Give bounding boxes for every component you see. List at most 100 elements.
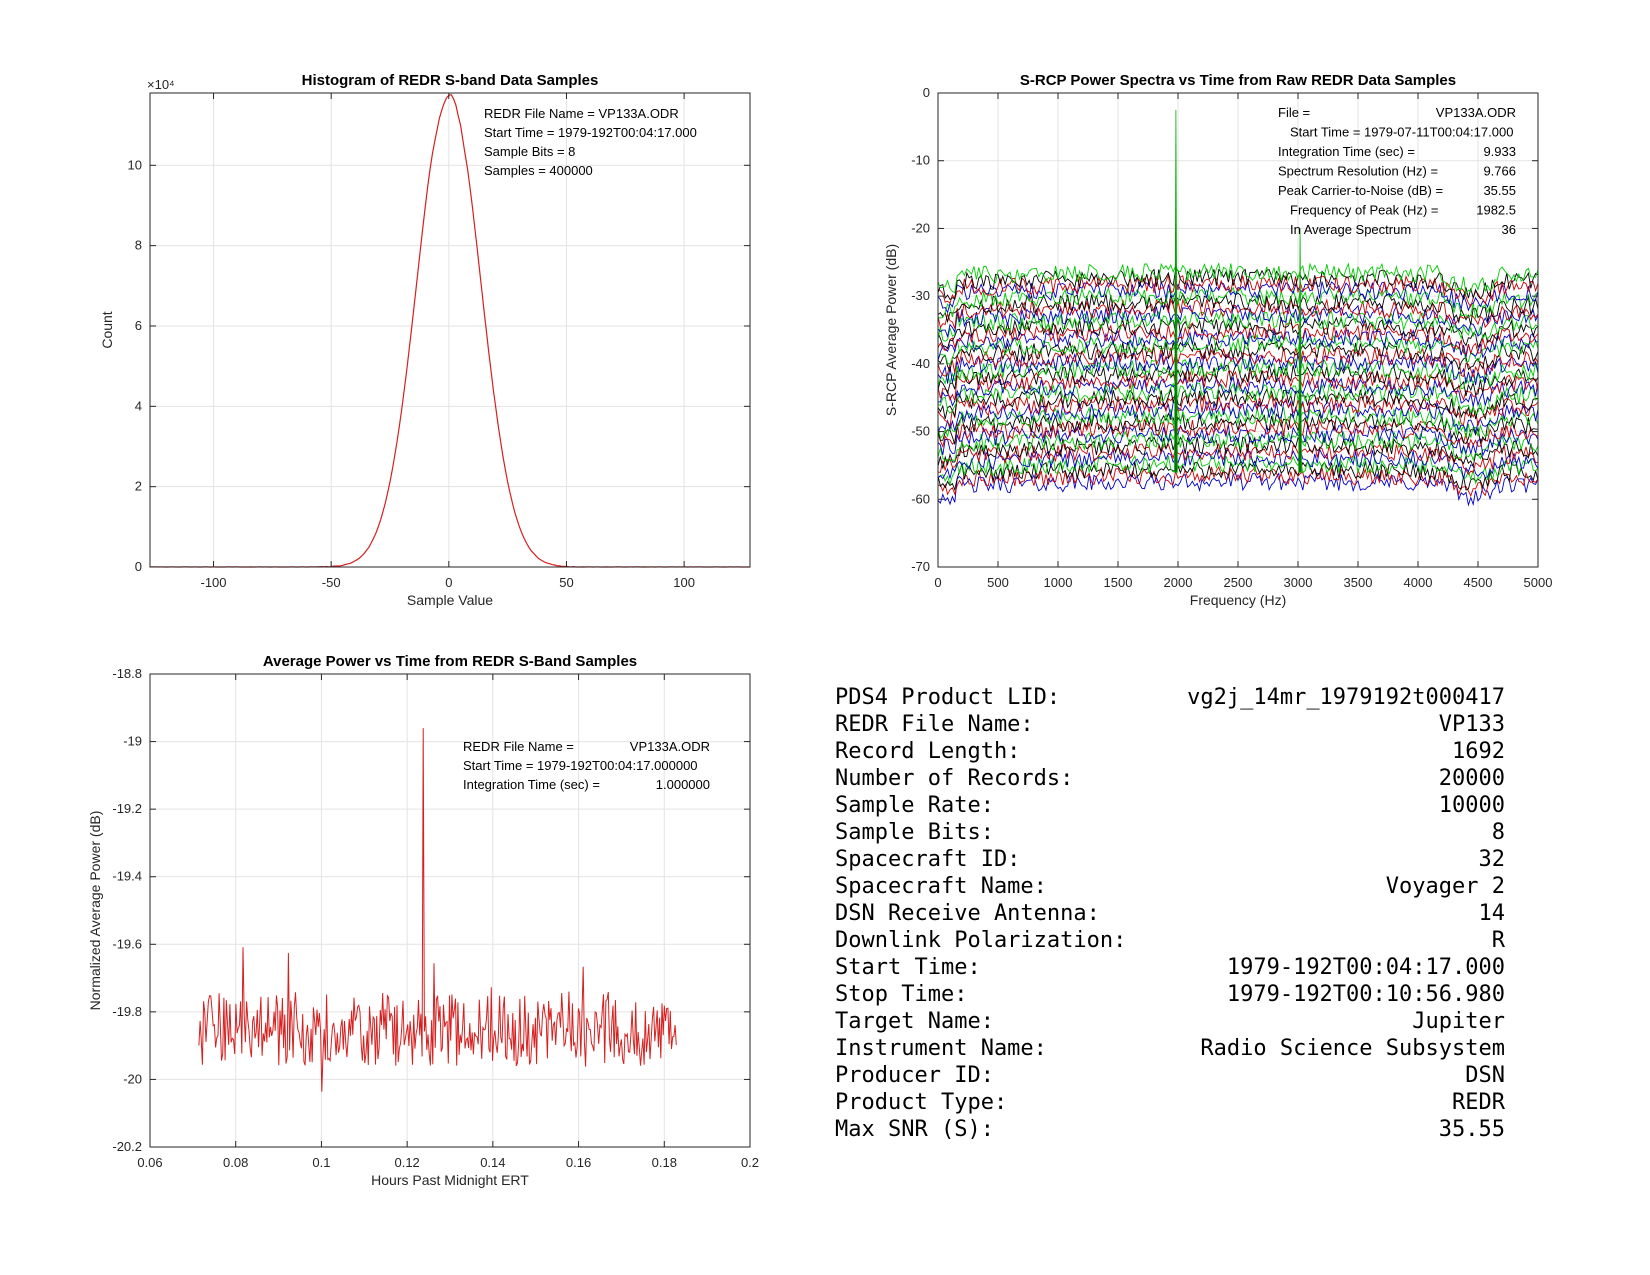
metadata-key: Record Length:: [835, 739, 1021, 764]
metadata-row: Product Type: REDR: [835, 1089, 1505, 1116]
metadata-row: Spacecraft ID: 32: [835, 846, 1505, 873]
spectrum-series-line: [937, 358, 1539, 390]
annotation-label: In Average Spectrum: [1290, 222, 1411, 237]
y-tick-label: 0: [923, 85, 930, 100]
metadata-row: Number of Records: 20000: [835, 765, 1505, 792]
y-tick-label: -19.6: [112, 936, 142, 951]
x-tick-label: 500: [987, 575, 1009, 590]
metadata-value: 10000: [1438, 793, 1505, 818]
y-tick-label: 2: [135, 479, 142, 494]
spectra-chart: 0 500 1000 1500 2000 2500 3000 3500 4000 4500 5000…: [883, 72, 1552, 608]
annotation-line: Samples = 400000: [484, 163, 593, 178]
metadata-key: DSN Receive Antenna:: [835, 901, 1100, 926]
x-tick-label: 0.08: [223, 1155, 248, 1170]
metadata-row: Sample Bits: 8: [835, 819, 1505, 846]
y-tick-label: 10: [128, 157, 142, 172]
metadata-value: 32: [1478, 847, 1506, 872]
metadata-key: Stop Time:: [835, 982, 968, 1007]
metadata-value: DSN: [1465, 1063, 1505, 1088]
spectrum-series-line: [937, 460, 1539, 492]
annotation-value: 35.55: [1483, 183, 1516, 198]
metadata-row: REDR File Name: VP133: [835, 711, 1505, 738]
y-tick-label: 0: [135, 559, 142, 574]
metadata-key: Downlink Polarization:: [835, 928, 1127, 953]
metadata-row: Instrument Name: Radio Science Subsystem: [835, 1035, 1505, 1062]
spectrum-series-line: [937, 406, 1539, 440]
spectrum-series-line: [937, 304, 1539, 339]
y-tick-label: 8: [135, 238, 142, 253]
x-tick-label: 50: [559, 575, 573, 590]
x-tick-label: 0.14: [480, 1155, 505, 1170]
metadata-row: Target Name: Jupiter: [835, 1008, 1505, 1035]
x-axis-label: Frequency (Hz): [1190, 592, 1286, 608]
metadata-value: Voyager 2: [1385, 874, 1505, 899]
spectrum-series-line: [937, 322, 1539, 355]
annotation-label: Start Time = 1979-07-11T00:04:17.000: [1290, 125, 1513, 140]
annotation-value: VP133A.ODR: [1436, 105, 1516, 120]
spectrum-series-line: [938, 465, 1539, 497]
spectrum-series-line: [937, 412, 1539, 445]
x-tick-label: 2000: [1164, 575, 1193, 590]
metadata-value: 1692: [1452, 739, 1505, 764]
metadata-value: Radio Science Subsystem: [1200, 1036, 1505, 1061]
metadata-row: Start Time: 1979-192T00:04:17.000: [835, 954, 1505, 981]
x-tick-label: 0: [445, 575, 452, 590]
annotation-label: Frequency of Peak (Hz) =: [1290, 203, 1438, 218]
x-tick-label: 0.12: [394, 1155, 419, 1170]
metadata-value: vg2j_14mr_1979192t000417: [1187, 685, 1505, 710]
spectrum-series-line: [937, 273, 1539, 308]
x-tick-label: 0.1: [312, 1155, 330, 1170]
y-tick-label: 4: [135, 398, 142, 413]
x-tick-label: 3000: [1284, 575, 1313, 590]
x-tick-label: -50: [322, 575, 341, 590]
y-tick-label: -19: [123, 734, 142, 749]
metadata-row: Producer ID: DSN: [835, 1062, 1505, 1089]
metadata-key: Producer ID:: [835, 1063, 994, 1088]
y-tick-label: -40: [911, 356, 930, 371]
spectrum-series-line: [937, 424, 1539, 458]
metadata-row: Max SNR (S): 35.55: [835, 1116, 1505, 1143]
spectrum-series-line: [937, 333, 1539, 365]
metadata-key: Instrument Name:: [835, 1036, 1047, 1061]
y-tick-label: -70: [911, 559, 930, 574]
spectrum-series-line: [937, 387, 1539, 421]
annotation-label: Start Time = 1979-192T00:04:17.000000: [463, 758, 698, 773]
y-multiplier-label: ×10⁴: [147, 77, 175, 92]
histogram-chart: -100 -50 0 50 100 0 2 4 6 8 10 Histogram of REDR S-…: [99, 72, 751, 608]
axes-box: [149, 673, 751, 1148]
spectrum-series-line: [937, 382, 1539, 416]
metadata-key: Product Type:: [835, 1090, 1008, 1115]
x-tick-label: 1500: [1104, 575, 1133, 590]
axes-box: [149, 92, 751, 568]
x-tick-label: 0.16: [566, 1155, 591, 1170]
annotation-value: 1.000000: [656, 777, 710, 792]
spectrum-series-line: [937, 310, 1539, 342]
metadata-key: Max SNR (S):: [835, 1117, 994, 1142]
spectrum-series-line: [937, 286, 1539, 319]
carrier-peak: [1174, 109, 1178, 473]
power-series-line: [198, 728, 677, 1092]
x-axis-label: Hours Past Midnight ERT: [371, 1172, 529, 1188]
metadata-key: Spacecraft ID:: [835, 847, 1021, 872]
x-tick-label: 0: [934, 575, 941, 590]
spectrum-series-line: [937, 292, 1539, 325]
plot-area: [150, 93, 750, 567]
y-tick-label: -10: [911, 153, 930, 168]
spectrum-series-line: [937, 442, 1539, 476]
metadata-row: Spacecraft Name: Voyager 2: [835, 873, 1505, 900]
metadata-key: PDS4 Product LID:: [835, 685, 1061, 710]
x-tick-label: 3500: [1344, 575, 1373, 590]
plot-area: [150, 674, 750, 1147]
x-tick-label: 4500: [1464, 575, 1493, 590]
x-tick-label: 0.18: [652, 1155, 677, 1170]
annotation-value: 9.933: [1483, 144, 1516, 159]
metadata-value: 1979-192T00:04:17.000: [1226, 955, 1505, 980]
y-tick-label: -19.4: [112, 869, 142, 884]
x-axis-label: Sample Value: [407, 592, 493, 608]
metadata-value: Jupiter: [1412, 1009, 1505, 1034]
x-tick-label: 2500: [1224, 575, 1253, 590]
annotation-label: REDR File Name =: [463, 739, 574, 754]
y-tick-label: -19.2: [112, 801, 142, 816]
metadata-row: Record Length: 1692: [835, 738, 1505, 765]
